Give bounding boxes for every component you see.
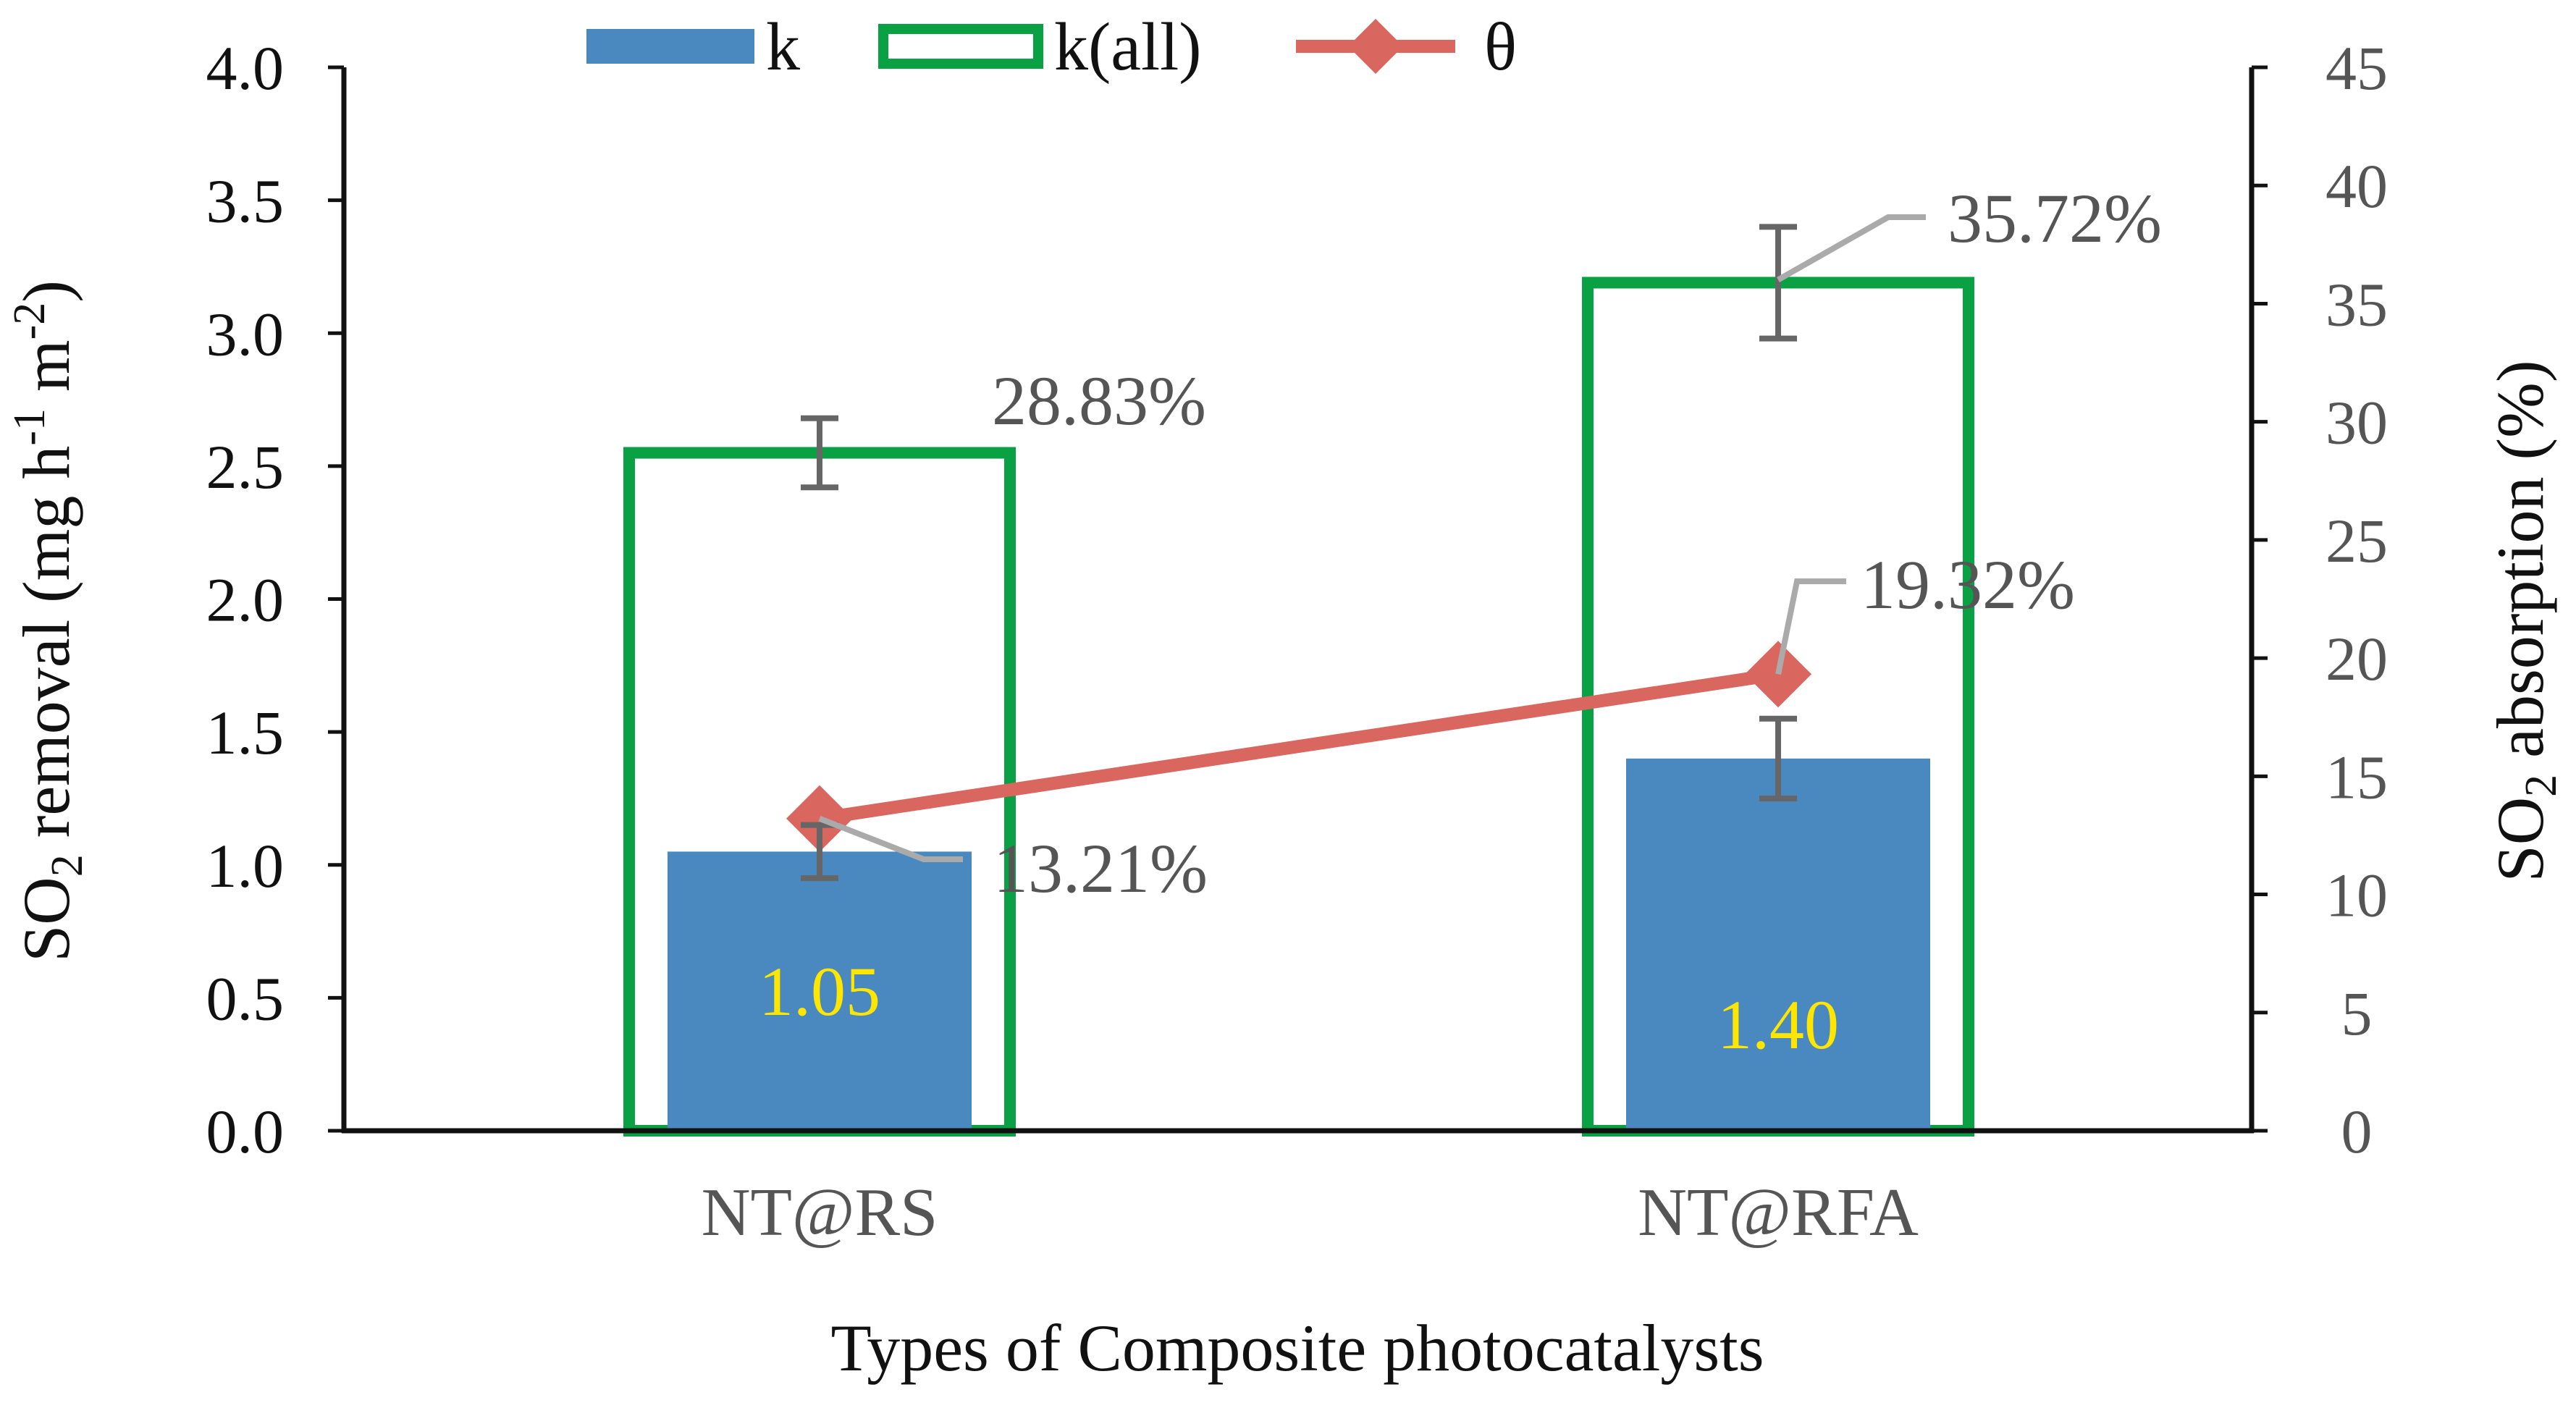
data-label-theta-0: 13.21% (993, 830, 1208, 907)
y2-tick-label: 10 (2325, 861, 2388, 930)
y-tick-label: 3.0 (206, 299, 285, 368)
y-tick-label: 1.0 (206, 831, 285, 901)
legend-kall-label: k(all) (1054, 9, 1202, 85)
x-tick-label: NT@RFA (1638, 1175, 1919, 1250)
axes-layer: 0.0 0.5 1.0 1.5 2.0 2.5 3.0 3.5 4.0 0 5 10 15 20 25 30 3… (206, 33, 2388, 1250)
y2-tick-label: 20 (2325, 624, 2388, 694)
y-tick-label: 0.5 (206, 964, 285, 1033)
data-label-kall-0: 28.83% (992, 362, 1206, 439)
y-tick-label: 2.0 (206, 565, 285, 635)
legend-kall-swatch (878, 24, 1043, 69)
y2-tick-label: 15 (2325, 742, 2388, 812)
leader-theta-0 (818, 816, 963, 862)
bar-k-1 (1626, 758, 1930, 1131)
y2-axis-title: SO2 absorption (%) (2483, 361, 2566, 882)
legend-k-swatch (586, 29, 754, 64)
y2-tick-label: 40 (2325, 151, 2388, 221)
y2-tick-label: 0 (2341, 1097, 2373, 1166)
leader-kall-1 (1777, 214, 1926, 282)
legend-theta-label: θ (1484, 9, 1517, 85)
y2-tick-label: 45 (2325, 33, 2388, 103)
y-tick-label: 0.0 (206, 1097, 285, 1166)
y2-tick-label: 25 (2325, 506, 2388, 576)
data-label-theta-1: 19.32% (1861, 546, 2075, 623)
legend: k k(all) θ (586, 9, 1517, 85)
y-tick-label: 2.5 (206, 432, 285, 502)
y-axis-title: SO2 removal (mg h-1 m-2) (5, 280, 92, 962)
bar-k-0 (668, 851, 972, 1131)
y2-tick-label: 5 (2341, 979, 2373, 1048)
y2-tick-label: 30 (2325, 388, 2388, 458)
y2-tick-label: 35 (2325, 269, 2388, 339)
y-tick-label: 3.5 (206, 166, 285, 236)
legend-k-label: k (766, 9, 800, 85)
y-tick-label: 1.5 (206, 698, 285, 767)
labels-layer: 1.05 1.40 28.83% 35.72% 19.32% 13.21% (759, 180, 2162, 1063)
leader-theta-1 (1775, 578, 1846, 675)
data-label-k-1: 1.40 (1717, 986, 1839, 1063)
x-axis-title: Types of Composite photocatalysts (830, 1311, 1764, 1385)
data-label-k-0: 1.05 (759, 953, 880, 1030)
x-tick-label: NT@RS (702, 1175, 938, 1250)
y-tick-label: 4.0 (206, 33, 285, 103)
theta-line (818, 667, 1780, 825)
data-label-kall-1: 35.72% (1948, 180, 2162, 257)
legend-theta-marker (1348, 19, 1403, 74)
